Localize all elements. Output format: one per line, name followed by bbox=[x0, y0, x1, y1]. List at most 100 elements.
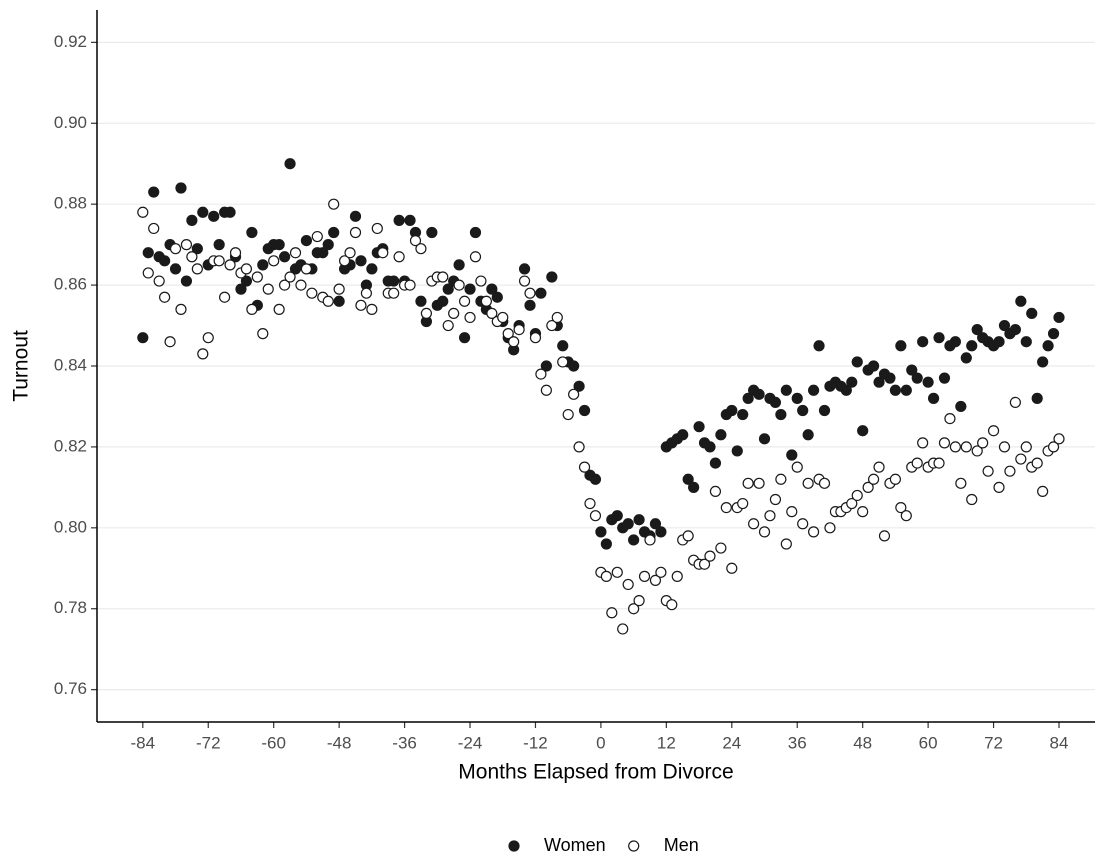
point bbox=[895, 501, 907, 514]
point bbox=[300, 234, 313, 247]
point bbox=[644, 534, 656, 546]
point bbox=[786, 506, 798, 518]
point bbox=[993, 481, 1005, 493]
x-tick-label: -12 bbox=[523, 733, 548, 752]
point bbox=[1047, 441, 1060, 453]
point bbox=[562, 408, 574, 421]
point bbox=[748, 518, 760, 530]
point bbox=[742, 477, 754, 489]
point bbox=[611, 566, 623, 578]
point bbox=[535, 287, 547, 299]
point bbox=[186, 251, 198, 263]
point bbox=[726, 562, 738, 574]
point bbox=[758, 433, 771, 445]
y-tick-label: 0.88 bbox=[54, 194, 87, 213]
point bbox=[900, 510, 912, 522]
point bbox=[317, 247, 329, 259]
point bbox=[578, 404, 591, 417]
point bbox=[535, 368, 547, 380]
point bbox=[655, 526, 667, 538]
point bbox=[322, 239, 334, 251]
x-tick-label: -72 bbox=[196, 733, 221, 752]
point bbox=[480, 295, 492, 307]
point bbox=[818, 477, 831, 489]
point bbox=[775, 408, 787, 421]
point bbox=[159, 255, 171, 267]
point bbox=[589, 473, 602, 485]
point bbox=[557, 356, 569, 368]
point bbox=[273, 239, 285, 251]
point bbox=[491, 291, 503, 303]
point bbox=[518, 275, 531, 287]
point bbox=[442, 283, 454, 295]
point bbox=[649, 518, 662, 530]
point bbox=[333, 295, 345, 307]
point bbox=[606, 607, 618, 619]
point bbox=[1037, 356, 1049, 368]
point bbox=[306, 287, 318, 299]
point bbox=[153, 275, 165, 287]
point bbox=[437, 295, 449, 307]
point bbox=[1020, 336, 1032, 348]
point bbox=[938, 437, 951, 449]
legend-label: Men bbox=[664, 835, 699, 855]
point bbox=[197, 206, 209, 218]
point bbox=[1020, 441, 1032, 453]
point bbox=[813, 340, 825, 352]
x-tick-label: 60 bbox=[919, 733, 938, 752]
point bbox=[851, 356, 863, 368]
point bbox=[573, 380, 585, 392]
point bbox=[966, 340, 978, 352]
point bbox=[633, 514, 645, 526]
point bbox=[257, 328, 269, 340]
y-tick-label: 0.92 bbox=[54, 32, 87, 51]
point bbox=[846, 376, 858, 388]
point bbox=[169, 243, 182, 255]
point bbox=[857, 506, 869, 518]
point bbox=[186, 214, 198, 226]
point bbox=[802, 477, 814, 489]
point bbox=[917, 336, 929, 348]
point bbox=[219, 291, 231, 303]
point bbox=[393, 251, 405, 263]
x-tick-label: -60 bbox=[261, 733, 286, 752]
point bbox=[698, 558, 711, 570]
point bbox=[807, 384, 820, 396]
point bbox=[753, 388, 765, 400]
point bbox=[573, 441, 585, 453]
point bbox=[737, 497, 749, 510]
point bbox=[497, 311, 509, 324]
x-tick-label: 24 bbox=[722, 733, 741, 752]
point bbox=[966, 493, 978, 506]
y-tick-label: 0.78 bbox=[54, 598, 87, 617]
x-tick-label: -24 bbox=[458, 733, 483, 752]
point bbox=[448, 307, 460, 320]
point bbox=[557, 340, 569, 352]
point bbox=[682, 473, 694, 485]
x-tick-label: 48 bbox=[853, 733, 872, 752]
point bbox=[464, 283, 476, 295]
point bbox=[284, 158, 296, 170]
point bbox=[388, 275, 400, 287]
point bbox=[709, 485, 722, 498]
point bbox=[568, 360, 580, 372]
point bbox=[279, 251, 291, 263]
point bbox=[524, 299, 536, 311]
point bbox=[628, 534, 640, 546]
point bbox=[949, 336, 961, 348]
point bbox=[338, 255, 351, 267]
point bbox=[355, 255, 367, 267]
point bbox=[546, 319, 558, 332]
point bbox=[889, 384, 902, 396]
point bbox=[191, 243, 203, 255]
point bbox=[867, 473, 880, 485]
point bbox=[469, 251, 482, 263]
point bbox=[1015, 295, 1027, 307]
point bbox=[622, 518, 634, 530]
point bbox=[677, 429, 689, 441]
point bbox=[404, 214, 416, 226]
point bbox=[513, 323, 525, 336]
point bbox=[240, 275, 253, 287]
point bbox=[955, 400, 967, 413]
y-tick-label: 0.82 bbox=[54, 436, 87, 455]
